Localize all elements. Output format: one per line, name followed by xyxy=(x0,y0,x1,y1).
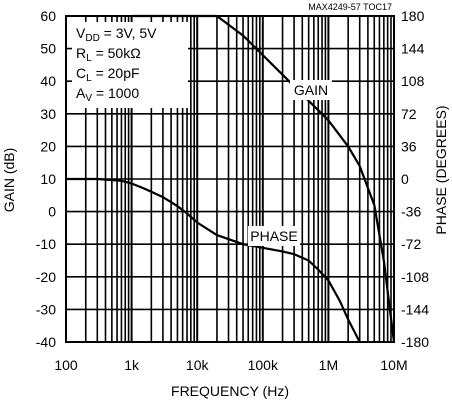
x-tick-label: 100k xyxy=(248,357,279,373)
y-left-tick-label: -10 xyxy=(36,236,56,252)
y-left-tick-label: 0 xyxy=(48,204,56,220)
condition-rl: RL = 50kΩ xyxy=(76,45,141,64)
x-tick-labels: 100 1k 10k 100k 1M 10M xyxy=(54,357,407,373)
y-right-tick-label: 36 xyxy=(401,138,417,154)
figure-id: MAX4249-57 TOC17 xyxy=(308,2,392,12)
y-right-tick-label: 108 xyxy=(401,73,425,89)
y-right-tick-label: -144 xyxy=(401,301,429,317)
x-tick-label: 100 xyxy=(54,357,78,373)
x-tick-label: 1k xyxy=(124,357,140,373)
conditions-box xyxy=(72,22,188,108)
x-axis-label: FREQUENCY (Hz) xyxy=(171,383,289,399)
y-left-tick-label: 40 xyxy=(40,73,56,89)
y-left-tick-label: -30 xyxy=(36,301,56,317)
y-right-axis-label: PHASE (DEGREES) xyxy=(433,105,449,234)
y-left-tick-label: -40 xyxy=(36,334,56,350)
x-tick-label: 10M xyxy=(380,357,407,373)
y-right-tick-label: 144 xyxy=(401,41,425,57)
y-left-axis-label: GAIN (dB) xyxy=(1,148,17,213)
gain-series-line xyxy=(131,14,396,343)
y-right-tick-label: -180 xyxy=(401,334,429,350)
conditions-text: VDD = 3V, 5V RL = 50kΩ CL = 20pF AV = 10… xyxy=(76,25,157,104)
y-left-tick-label: 30 xyxy=(40,106,56,122)
y-left-tick-label: -20 xyxy=(36,269,56,285)
gain-series-label: GAIN xyxy=(294,82,328,98)
y-left-tick-label: 50 xyxy=(40,41,56,57)
series-layer xyxy=(66,14,396,343)
y-left-tick-label: 20 xyxy=(40,138,56,154)
y-right-tick-label: -108 xyxy=(401,269,429,285)
condition-vdd: VDD = 3V, 5V xyxy=(76,25,157,44)
y-right-tick-label: 0 xyxy=(401,171,409,187)
gain-label-bg xyxy=(290,80,332,100)
phase-series-line xyxy=(66,177,361,343)
y-right-tick-label: 72 xyxy=(401,106,417,122)
y-left-tick-labels: 60 50 40 30 20 10 0 -10 -20 -30 -40 xyxy=(36,8,56,350)
y-right-tick-label: -72 xyxy=(401,236,421,252)
y-right-tick-label: 180 xyxy=(401,8,425,24)
y-right-tick-labels: 180 144 108 72 36 0 -36 -72 -108 -144 -180 xyxy=(401,8,429,350)
phase-label-bg xyxy=(248,226,300,246)
condition-cl: CL = 20pF xyxy=(76,65,140,84)
phase-series-label: PHASE xyxy=(250,228,297,244)
x-tick-label: 10k xyxy=(186,357,210,373)
y-left-tick-label: 10 xyxy=(40,171,56,187)
condition-av: AV = 1000 xyxy=(76,85,139,104)
y-left-tick-label: 60 xyxy=(40,8,56,24)
x-tick-label: 1M xyxy=(319,357,338,373)
y-right-tick-label: -36 xyxy=(401,204,421,220)
